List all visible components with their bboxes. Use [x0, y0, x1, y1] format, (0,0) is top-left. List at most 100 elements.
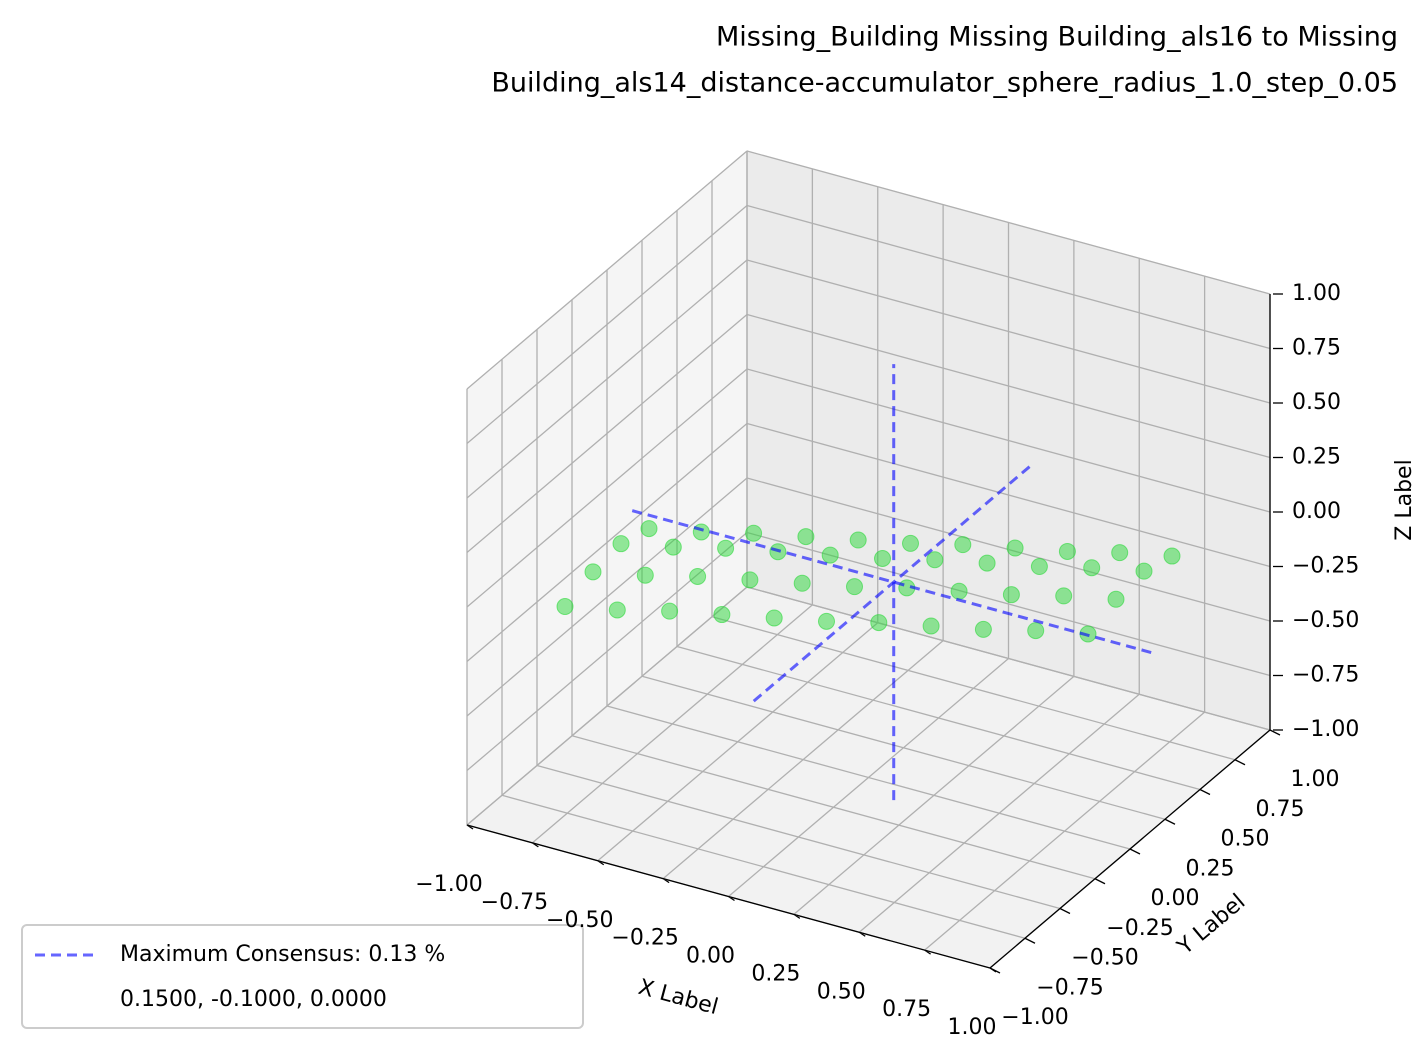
point: [765, 609, 783, 627]
grid-line: [466, 368, 748, 608]
x-axis-label: X Label: [636, 975, 721, 1020]
point: [745, 524, 763, 542]
tick-mark: [1094, 878, 1106, 885]
point: [556, 598, 574, 616]
chart-title: Missing_Building Missing Building_als16 …: [716, 22, 1398, 53]
grid-line: [536, 764, 1061, 910]
grid-line: [466, 259, 748, 499]
point: [584, 563, 602, 581]
tick-mark: [1024, 937, 1036, 944]
point: [797, 528, 815, 546]
grid-line: [466, 586, 748, 826]
grid-line: [746, 422, 1271, 568]
tick-mark: [1059, 907, 1071, 915]
tick-mark: [1269, 729, 1281, 736]
y-tick-label: −0.25: [1106, 916, 1173, 941]
z-tick-label: −0.25: [1292, 554, 1359, 579]
z-tick-label: 0.25: [1292, 445, 1341, 470]
grid-line: [606, 705, 1131, 850]
point: [1135, 562, 1153, 580]
grid-line: [641, 675, 1166, 820]
grid-line: [676, 645, 1201, 791]
chart-title: Building_als14_distance-accumulator_sphe…: [491, 68, 1398, 99]
grid-line: [501, 794, 1026, 939]
point: [974, 620, 992, 638]
z-tick-label: −0.75: [1292, 663, 1359, 688]
point: [1111, 544, 1129, 562]
legend-label: 0.1500, -0.1000, 0.0000: [120, 987, 387, 1012]
point: [818, 612, 835, 630]
point: [692, 523, 710, 541]
axis-line: [466, 824, 991, 969]
point: [1107, 590, 1125, 608]
y-tick-label: 0.75: [1256, 797, 1305, 822]
z-tick-label: 0.00: [1292, 499, 1341, 524]
legend-box: [21, 924, 584, 1029]
point: [874, 550, 891, 567]
x-tick-label: 0.00: [686, 944, 735, 969]
point: [1002, 586, 1020, 604]
point: [954, 536, 972, 554]
x-tick-label: 0.25: [751, 961, 800, 986]
grid-line: [571, 735, 1096, 880]
legend-label: Maximum Consensus: 0.13 %: [120, 942, 445, 967]
grid-line: [466, 150, 748, 390]
point: [741, 571, 759, 589]
point: [612, 535, 630, 553]
point: [717, 539, 735, 557]
axis-line: [989, 729, 1271, 969]
point: [922, 617, 940, 635]
grid-line: [466, 477, 748, 717]
grid-line: [466, 205, 748, 444]
x-tick-label: −0.75: [481, 890, 548, 915]
z-tick-label: −0.50: [1292, 608, 1359, 633]
point: [870, 614, 888, 632]
tick-mark: [1164, 818, 1176, 825]
x-tick-label: −1.00: [415, 872, 482, 897]
point: [902, 534, 919, 552]
z-tick-label: 0.75: [1292, 336, 1341, 361]
consensus-line: [631, 509, 1156, 656]
grid-line: [746, 259, 1271, 404]
point: [821, 546, 839, 564]
grid-line: [746, 150, 1271, 295]
y-tick-label: −0.50: [1071, 946, 1138, 971]
tick-mark: [989, 967, 1001, 974]
point: [640, 520, 658, 538]
z-axis-label: Z Label: [1392, 459, 1417, 540]
y-tick-label: −1.00: [1001, 1005, 1068, 1030]
point: [1055, 587, 1073, 605]
point: [608, 601, 626, 619]
point: [926, 551, 944, 569]
point: [1058, 542, 1076, 560]
tick-mark: [1234, 759, 1246, 766]
point: [1030, 558, 1048, 576]
y-tick-label: 1.00: [1291, 767, 1340, 792]
legend: Maximum Consensus: 0.13 % 0.1500, -0.100…: [21, 924, 584, 1029]
y-tick-label: −0.75: [1036, 975, 1103, 1000]
z-tick-label: −1.00: [1292, 717, 1359, 742]
grid-line: [711, 616, 1236, 761]
z-tick-label: 1.00: [1292, 281, 1341, 306]
point: [978, 554, 996, 572]
point: [661, 602, 679, 620]
grid-line: [746, 204, 1271, 350]
point: [1163, 547, 1181, 565]
x-tick-label: −0.25: [611, 926, 678, 951]
x-tick-label: 1.00: [948, 1015, 997, 1040]
tick-mark: [1129, 848, 1141, 855]
point: [1083, 559, 1101, 577]
tick-mark: [1199, 788, 1211, 796]
x-tick-label: 0.50: [817, 979, 866, 1004]
grid-line: [746, 586, 1271, 731]
point: [664, 538, 682, 556]
grid-line: [746, 313, 1271, 459]
grid: [466, 150, 1283, 974]
x-tick-label: −0.50: [546, 908, 613, 933]
point: [636, 566, 654, 584]
y-tick-label: 0.00: [1151, 886, 1200, 911]
y-tick-label: 0.25: [1186, 856, 1235, 881]
point: [849, 531, 867, 549]
z-tick-label: 0.50: [1292, 390, 1341, 415]
